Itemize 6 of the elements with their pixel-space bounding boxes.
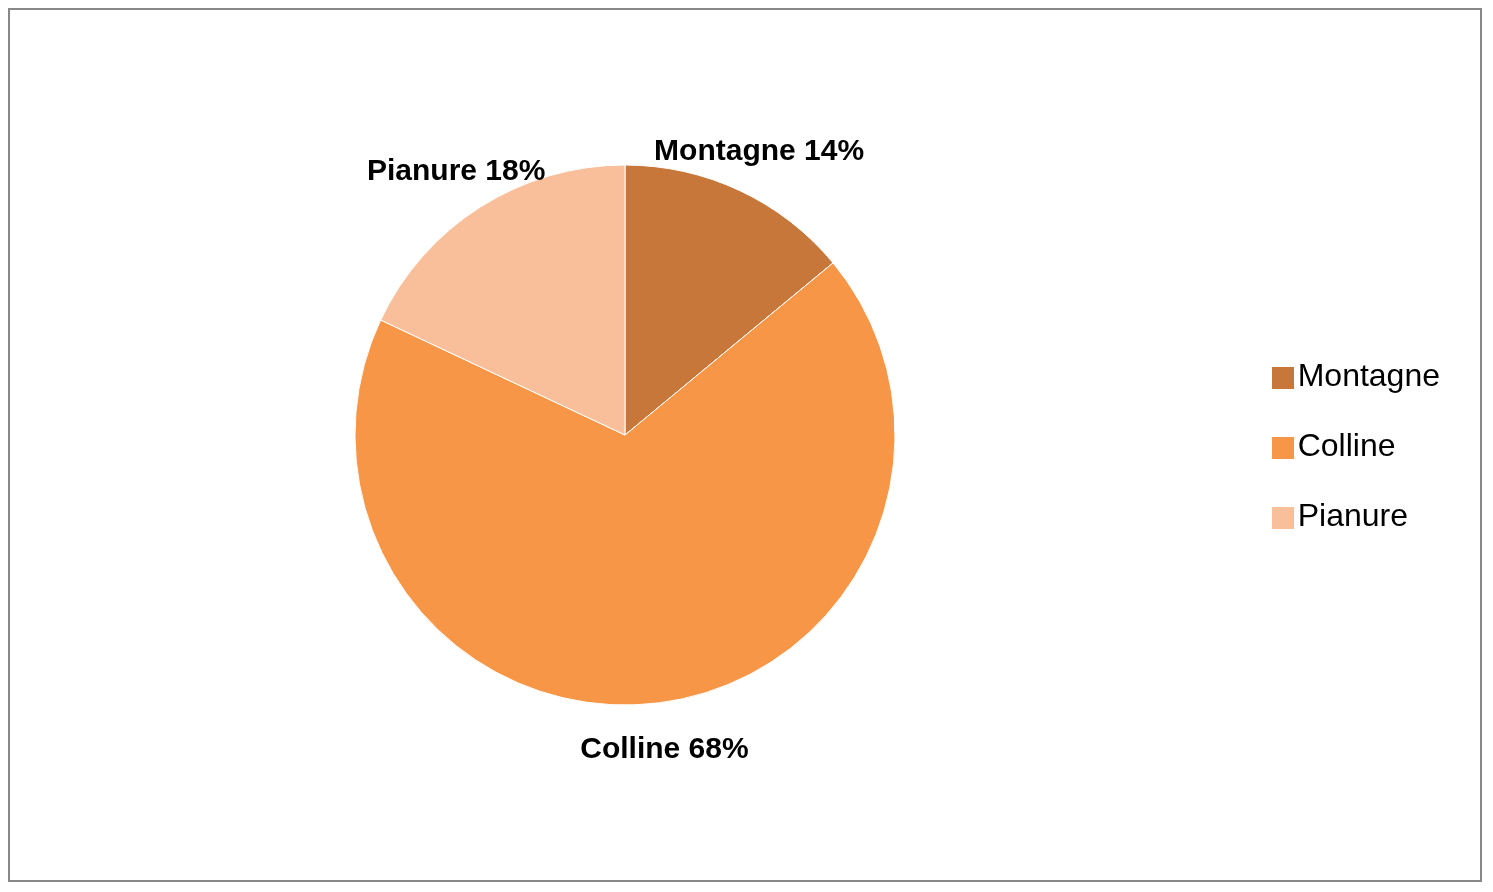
data-label: Colline 68% <box>580 731 749 765</box>
legend-label: Colline <box>1297 427 1396 463</box>
legend-label: Pianure <box>1297 497 1408 533</box>
data-label: Pianure 18% <box>367 152 546 186</box>
legend-label: Montagne <box>1297 357 1440 393</box>
data-label: Montagne 14% <box>654 133 865 167</box>
